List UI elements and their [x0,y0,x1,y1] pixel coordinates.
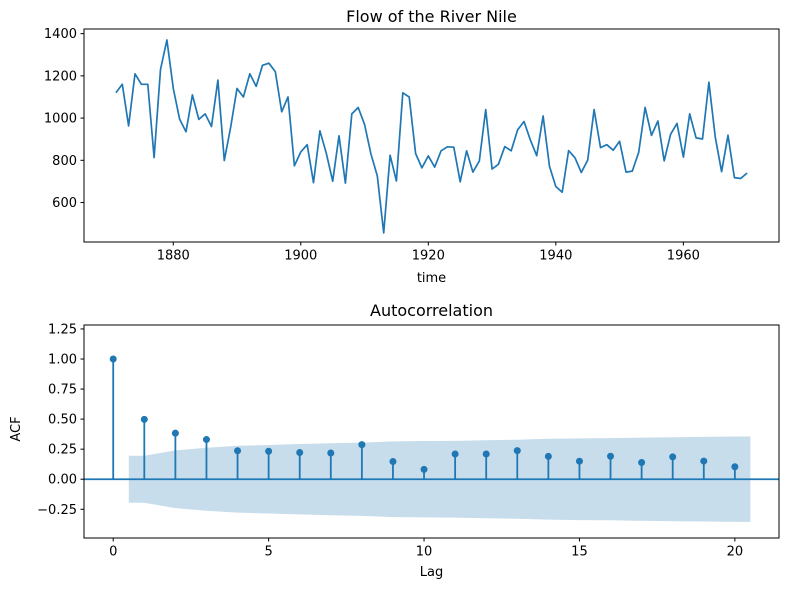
top-chart-xlabel: time [417,271,446,286]
x-tick-label: 10 [416,545,433,560]
axes-frame [83,28,780,243]
y-tick-label: 0.00 [48,473,77,488]
y-tick-label: 1400 [44,27,77,42]
acf-marker [544,452,552,460]
acf-marker [700,457,708,465]
x-tick-label: 1920 [412,249,445,264]
bottom-chart-ylabel: ACF [9,416,24,441]
x-tick-label: 1940 [539,249,572,264]
acf-marker [482,450,490,458]
x-tick-label: 1960 [667,249,700,264]
top-chart-title: Flow of the River Nile [346,7,517,26]
x-tick-label: 1900 [284,249,317,264]
axes-frame [83,324,780,539]
acf-marker [327,449,335,457]
acf-marker [202,436,210,444]
y-tick-label: 1.25 [48,322,77,337]
y-tick-label: 1200 [44,69,77,84]
acf-marker [140,415,148,423]
acf-marker [420,465,428,473]
nile-flow-subplot: 1880 1900 1920 1940 1960 600 800 1000 1200 1400 [44,27,780,264]
acf-marker [234,447,242,455]
acf-marker [296,449,304,457]
x-tick-label: 20 [727,545,744,560]
y-tick-label: 0.50 [48,413,77,428]
acf-marker [109,355,117,363]
acf-marker [669,453,677,461]
acf-marker [638,459,646,467]
x-tick-label: 1880 [157,249,190,264]
acf-marker [171,429,179,437]
y-tick-label: 800 [52,154,77,169]
x-tick-label: 5 [264,545,272,560]
y-tick-label: −0.25 [37,503,77,518]
y-tick-label: 600 [52,196,77,211]
y-tick-label: 0.25 [48,443,77,458]
y-tick-label: 0.75 [48,383,77,398]
nile-flow-line [115,39,748,234]
y-tick-label: 1.00 [48,353,77,368]
x-tick-label: 0 [109,545,117,560]
y-tick-label: 1000 [44,112,77,127]
bottom-chart-xlabel: Lag [420,565,443,580]
acf-subplot: 0 5 10 15 20 −0.25 0.00 0.25 0.50 0.75 1.00 1.25 [37,322,780,560]
acf-marker [451,450,459,458]
acf-marker [265,447,273,455]
acf-marker [389,458,397,466]
acf-marker [513,447,521,455]
bottom-chart-title: Autocorrelation [370,301,493,320]
acf-marker [575,457,583,465]
acf-marker [731,463,739,471]
x-tick-label: 15 [571,545,588,560]
acf-marker [358,441,366,449]
acf-marker [607,452,615,460]
